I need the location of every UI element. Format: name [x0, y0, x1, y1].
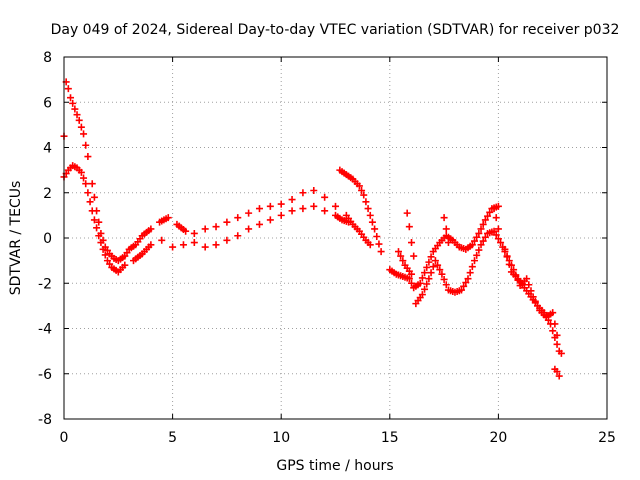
- x-axis-label: GPS time / hours: [276, 458, 393, 474]
- x-tick-label: 0: [60, 430, 69, 446]
- data-point-markers: [336, 166, 565, 357]
- x-tick-label: 5: [168, 430, 177, 446]
- series-trace-late: [336, 166, 565, 357]
- data-point-markers: [394, 227, 561, 339]
- x-tick-label: 15: [381, 430, 399, 446]
- data-point-markers: [60, 78, 374, 265]
- y-tick-label: -4: [38, 322, 52, 338]
- y-tick-label: -6: [38, 367, 52, 383]
- x-tick-label: 10: [272, 430, 290, 446]
- y-tick-label: 0: [43, 231, 52, 247]
- tick-label-layer: 0 5 10 15 20 25 -8 -6 -4 -2 0 2 4 6 8: [38, 50, 616, 446]
- y-tick-label: 4: [43, 141, 52, 157]
- y-tick-label: -2: [38, 276, 52, 292]
- x-tick-label: 20: [489, 430, 507, 446]
- chart-title: Day 049 of 2024, Sidereal Day-to-day VTE…: [51, 22, 620, 38]
- x-tick-label: 25: [598, 430, 616, 446]
- series-trace-late-2: [394, 227, 561, 339]
- y-tick-label: 6: [43, 95, 52, 111]
- y-axis-label: SDTVAR / TECUs: [8, 181, 24, 296]
- data-point-markers: [60, 162, 353, 276]
- y-tick-label: -8: [38, 412, 52, 428]
- grid-layer: [63, 56, 608, 420]
- series-trace-upper: [60, 78, 374, 265]
- y-tick-label: 2: [43, 186, 52, 202]
- y-tick-label: 8: [43, 50, 52, 66]
- series-layer: [60, 78, 565, 380]
- series-trace-isolated: [403, 205, 563, 380]
- tick-layer: [63, 56, 608, 420]
- plot-frame: [63, 56, 608, 420]
- data-point-markers: [403, 205, 563, 380]
- series-trace-lower: [60, 162, 353, 276]
